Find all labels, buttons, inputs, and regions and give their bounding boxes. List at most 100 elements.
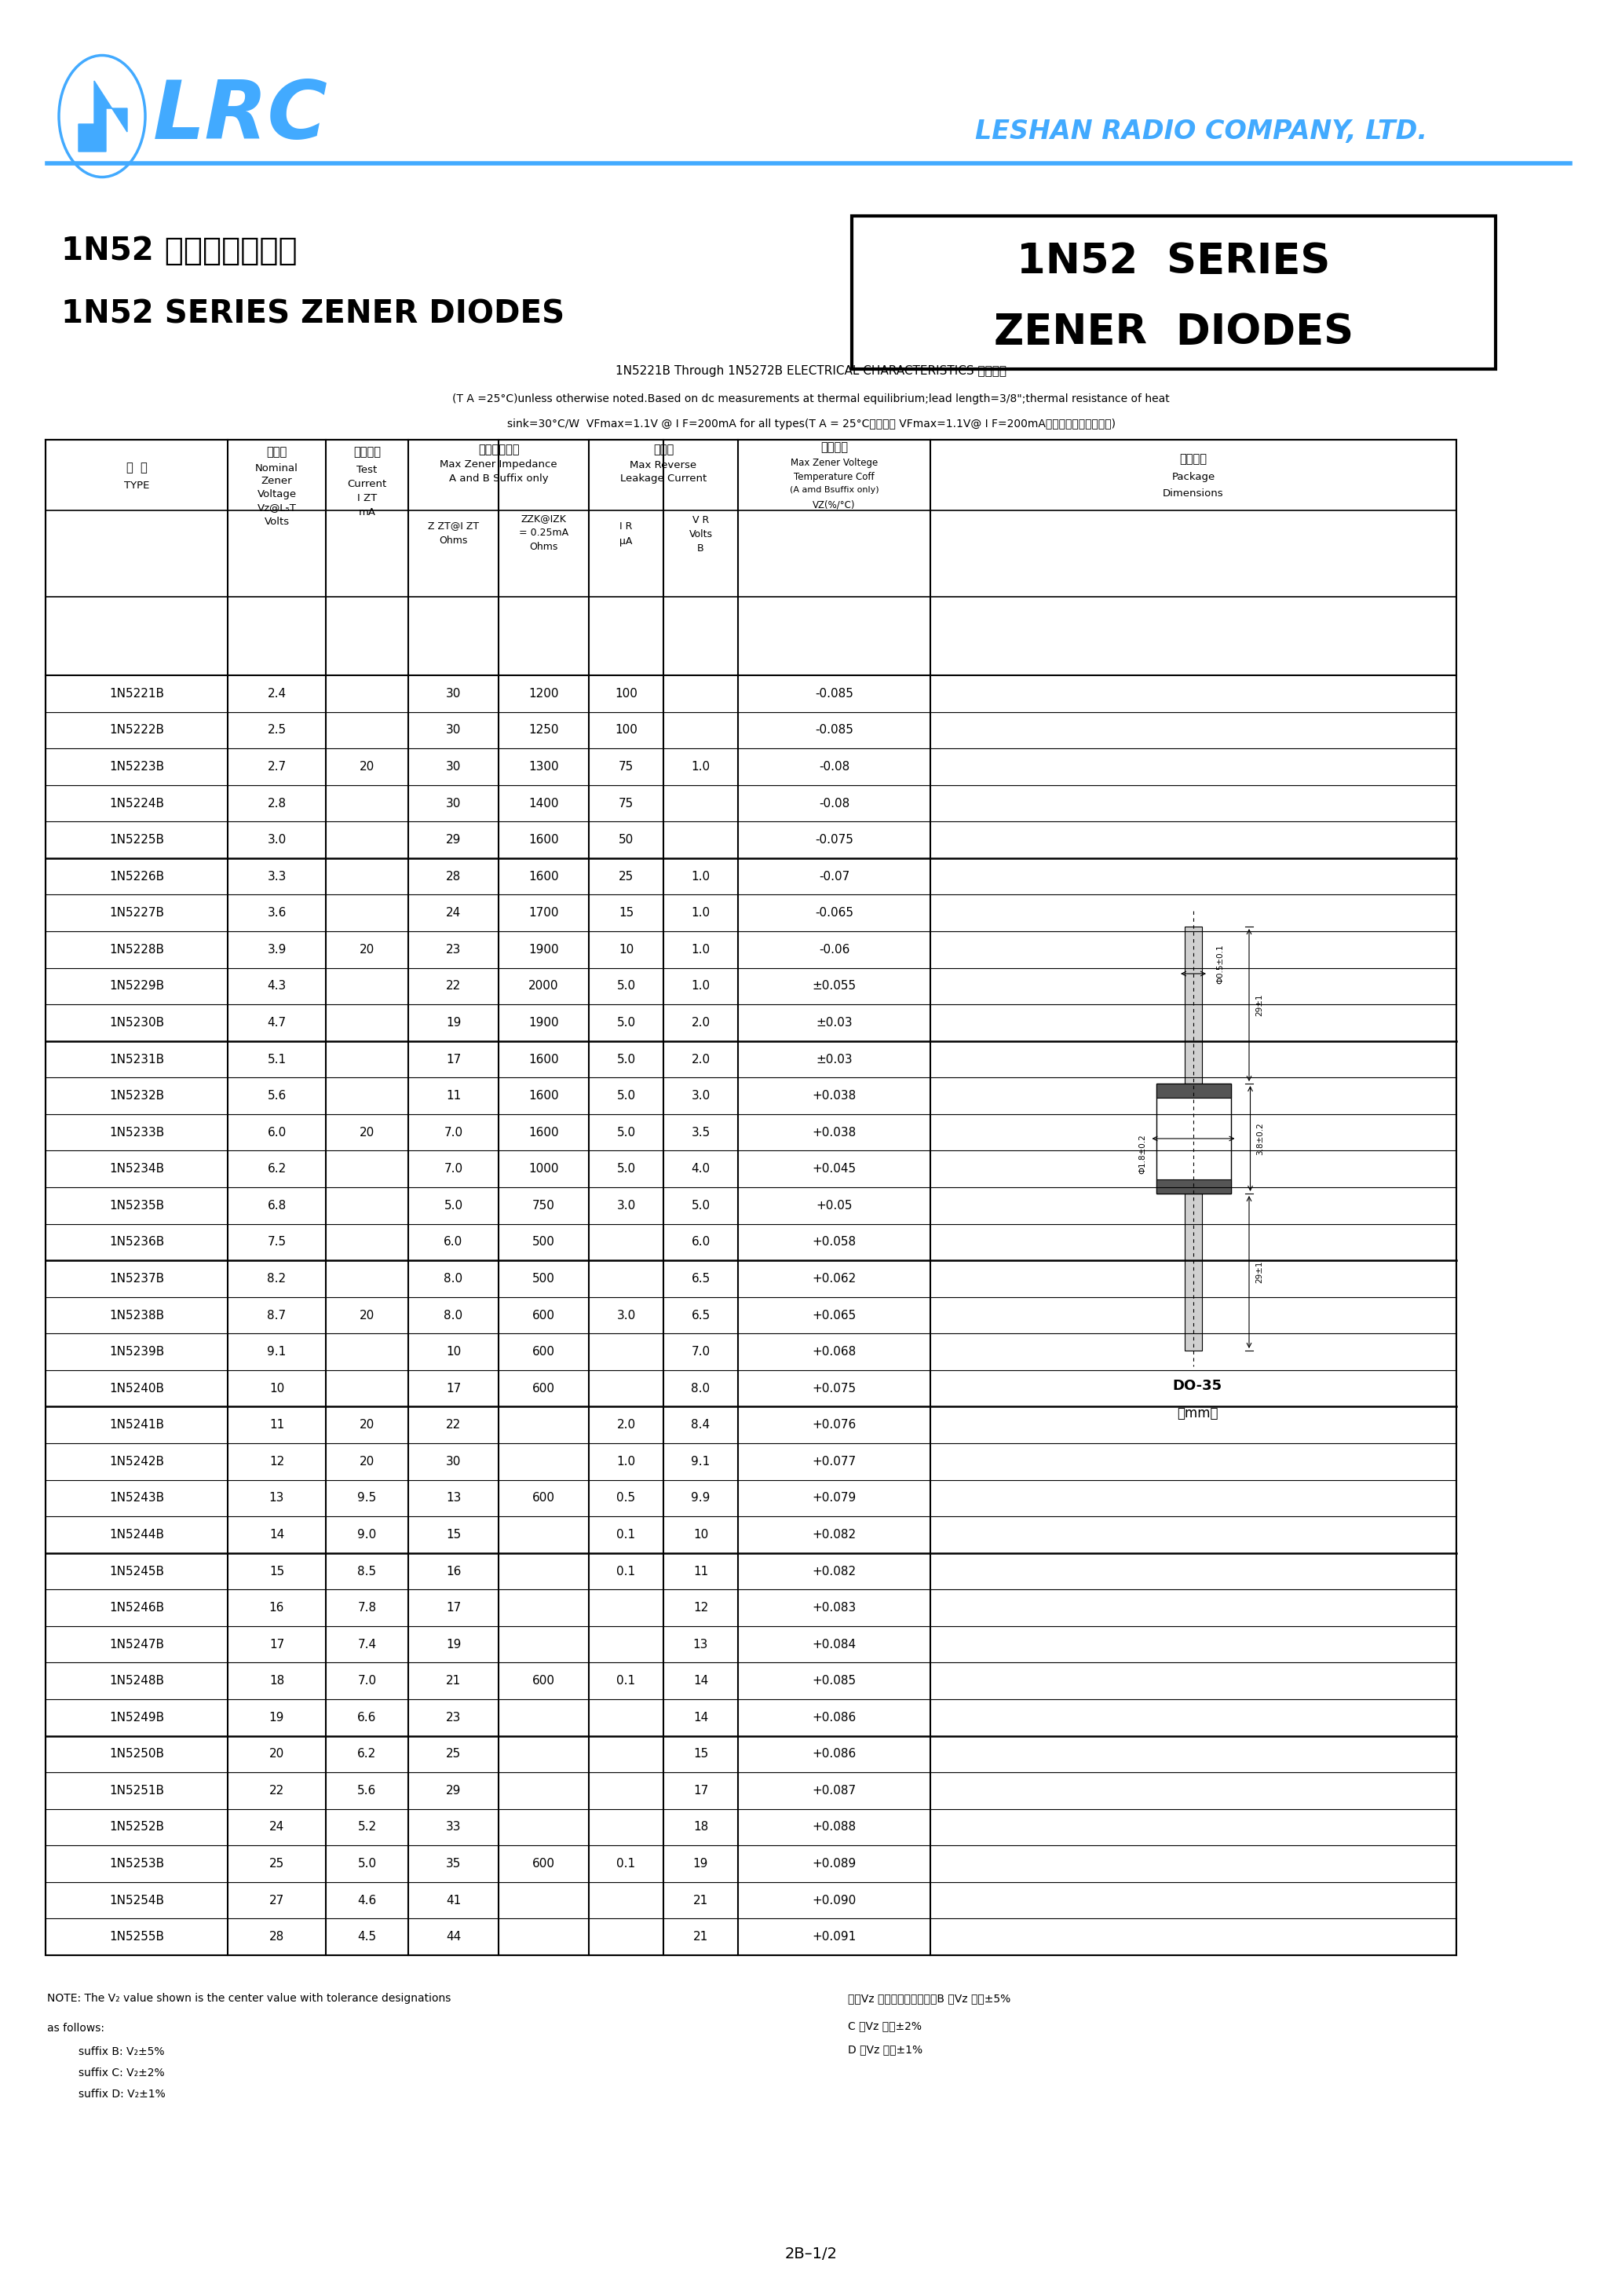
Text: 1250: 1250 — [529, 723, 560, 737]
Text: 30: 30 — [446, 797, 461, 808]
Text: = 0.25mA: = 0.25mA — [519, 528, 568, 537]
Text: Volts: Volts — [264, 517, 289, 526]
Text: -0.085: -0.085 — [814, 723, 853, 737]
Text: D 列Vz 容差±1%: D 列Vz 容差±1% — [848, 2043, 923, 2055]
Text: 600: 600 — [532, 1676, 555, 1688]
Text: 8.7: 8.7 — [268, 1309, 285, 1320]
Text: 5.0: 5.0 — [616, 1164, 636, 1176]
Text: 1N5244B: 1N5244B — [109, 1529, 164, 1541]
Text: 17: 17 — [269, 1639, 284, 1651]
Text: 1N5255B: 1N5255B — [109, 1931, 164, 1942]
Text: 0.1: 0.1 — [616, 1529, 636, 1541]
Text: 14: 14 — [693, 1711, 709, 1724]
Text: +0.038: +0.038 — [813, 1127, 856, 1139]
Text: 14: 14 — [269, 1529, 284, 1541]
Text: 20: 20 — [360, 760, 375, 774]
Text: I ZT: I ZT — [357, 494, 376, 503]
Text: 1N5245B: 1N5245B — [109, 1566, 164, 1577]
Text: 8.2: 8.2 — [268, 1272, 285, 1283]
Text: Ф0.5±0.1: Ф0.5±0.1 — [1216, 944, 1225, 985]
Text: -0.08: -0.08 — [819, 760, 850, 774]
Text: 29: 29 — [446, 833, 461, 845]
Bar — [45, 441, 1457, 1956]
Text: 5.2: 5.2 — [357, 1821, 376, 1832]
Text: 17: 17 — [446, 1382, 461, 1394]
Text: 1N5228B: 1N5228B — [109, 944, 164, 955]
Text: 1N5238B: 1N5238B — [109, 1309, 164, 1320]
Text: 10: 10 — [618, 944, 634, 955]
Text: LRC: LRC — [152, 76, 328, 156]
Text: ZENER  DIODES: ZENER DIODES — [994, 312, 1353, 354]
Text: +0.087: +0.087 — [813, 1784, 856, 1795]
Text: 4.7: 4.7 — [268, 1017, 285, 1029]
Text: 11: 11 — [269, 1419, 284, 1430]
Text: 1400: 1400 — [529, 797, 560, 808]
Text: +0.086: +0.086 — [813, 1747, 856, 1761]
Text: +0.082: +0.082 — [813, 1566, 856, 1577]
Text: 500: 500 — [532, 1272, 555, 1283]
Text: 注：Vz 为稳压中心值，其中B 列Vz 容差±5%: 注：Vz 为稳压中心值，其中B 列Vz 容差±5% — [848, 1993, 1011, 2004]
Text: 1N5254B: 1N5254B — [109, 1894, 164, 1906]
Text: 19: 19 — [446, 1639, 461, 1651]
Text: Leakage Current: Leakage Current — [620, 473, 707, 484]
Text: 1N5239B: 1N5239B — [109, 1345, 164, 1357]
Text: 9.9: 9.9 — [691, 1492, 710, 1504]
Text: 15: 15 — [269, 1566, 284, 1577]
Text: -0.08: -0.08 — [819, 797, 850, 808]
Text: 10: 10 — [446, 1345, 461, 1357]
Text: 1N5227B: 1N5227B — [109, 907, 164, 918]
Text: 0.5: 0.5 — [616, 1492, 636, 1504]
Text: 外型尺寸: 外型尺寸 — [1179, 455, 1207, 466]
Text: 600: 600 — [532, 1345, 555, 1357]
Text: 1.0: 1.0 — [691, 760, 710, 774]
Text: 19: 19 — [693, 1857, 709, 1869]
Text: +0.065: +0.065 — [813, 1309, 856, 1320]
Text: Max Zener Impedance: Max Zener Impedance — [440, 459, 558, 471]
Text: 75: 75 — [618, 760, 634, 774]
Text: 29±1: 29±1 — [1255, 994, 1264, 1017]
Text: 100: 100 — [615, 689, 637, 700]
Text: 20: 20 — [360, 1419, 375, 1430]
Text: 1N5222B: 1N5222B — [109, 723, 164, 737]
Text: 最大动态阻抗: 最大动态阻抗 — [478, 443, 519, 457]
Text: 5.0: 5.0 — [616, 1127, 636, 1139]
Text: 1900: 1900 — [529, 944, 560, 955]
Text: TYPE: TYPE — [123, 480, 149, 491]
Text: 22: 22 — [446, 1419, 461, 1430]
Text: 7.0: 7.0 — [357, 1676, 376, 1688]
Text: 1000: 1000 — [529, 1164, 560, 1176]
Text: 1N5250B: 1N5250B — [109, 1747, 164, 1761]
Text: 22: 22 — [269, 1784, 284, 1795]
Text: suffix D: V₂±1%: suffix D: V₂±1% — [78, 2089, 165, 2101]
Text: 1N5236B: 1N5236B — [109, 1235, 164, 1249]
Text: +0.068: +0.068 — [813, 1345, 856, 1357]
Text: 1N52 系列稳压二极管: 1N52 系列稳压二极管 — [62, 236, 297, 266]
Text: 7.0: 7.0 — [444, 1164, 462, 1176]
Text: Ohms: Ohms — [440, 535, 467, 546]
Text: 1N5234B: 1N5234B — [109, 1164, 164, 1176]
Text: -0.085: -0.085 — [814, 689, 853, 700]
Text: 23: 23 — [446, 1711, 461, 1724]
Text: 9.1: 9.1 — [268, 1345, 285, 1357]
Text: 5.0: 5.0 — [691, 1199, 710, 1212]
Bar — [1156, 1180, 1231, 1194]
Bar — [1184, 1194, 1202, 1350]
Bar — [852, 216, 1495, 370]
Text: ±0.055: ±0.055 — [813, 980, 856, 992]
Text: +0.089: +0.089 — [813, 1857, 856, 1869]
Text: Volts: Volts — [689, 528, 712, 540]
Text: 8.5: 8.5 — [357, 1566, 376, 1577]
Text: 17: 17 — [446, 1054, 461, 1065]
Text: 33: 33 — [446, 1821, 461, 1832]
Text: 5.6: 5.6 — [268, 1091, 285, 1102]
Text: 7.8: 7.8 — [357, 1603, 376, 1614]
Text: 29±1: 29±1 — [1255, 1261, 1264, 1283]
Text: 20: 20 — [360, 1456, 375, 1467]
Text: 0.1: 0.1 — [616, 1857, 636, 1869]
Text: 35: 35 — [446, 1857, 461, 1869]
Bar — [1156, 1084, 1231, 1097]
Text: 30: 30 — [446, 1456, 461, 1467]
Text: +0.088: +0.088 — [813, 1821, 856, 1832]
Text: 11: 11 — [693, 1566, 709, 1577]
Text: 2.0: 2.0 — [691, 1017, 710, 1029]
